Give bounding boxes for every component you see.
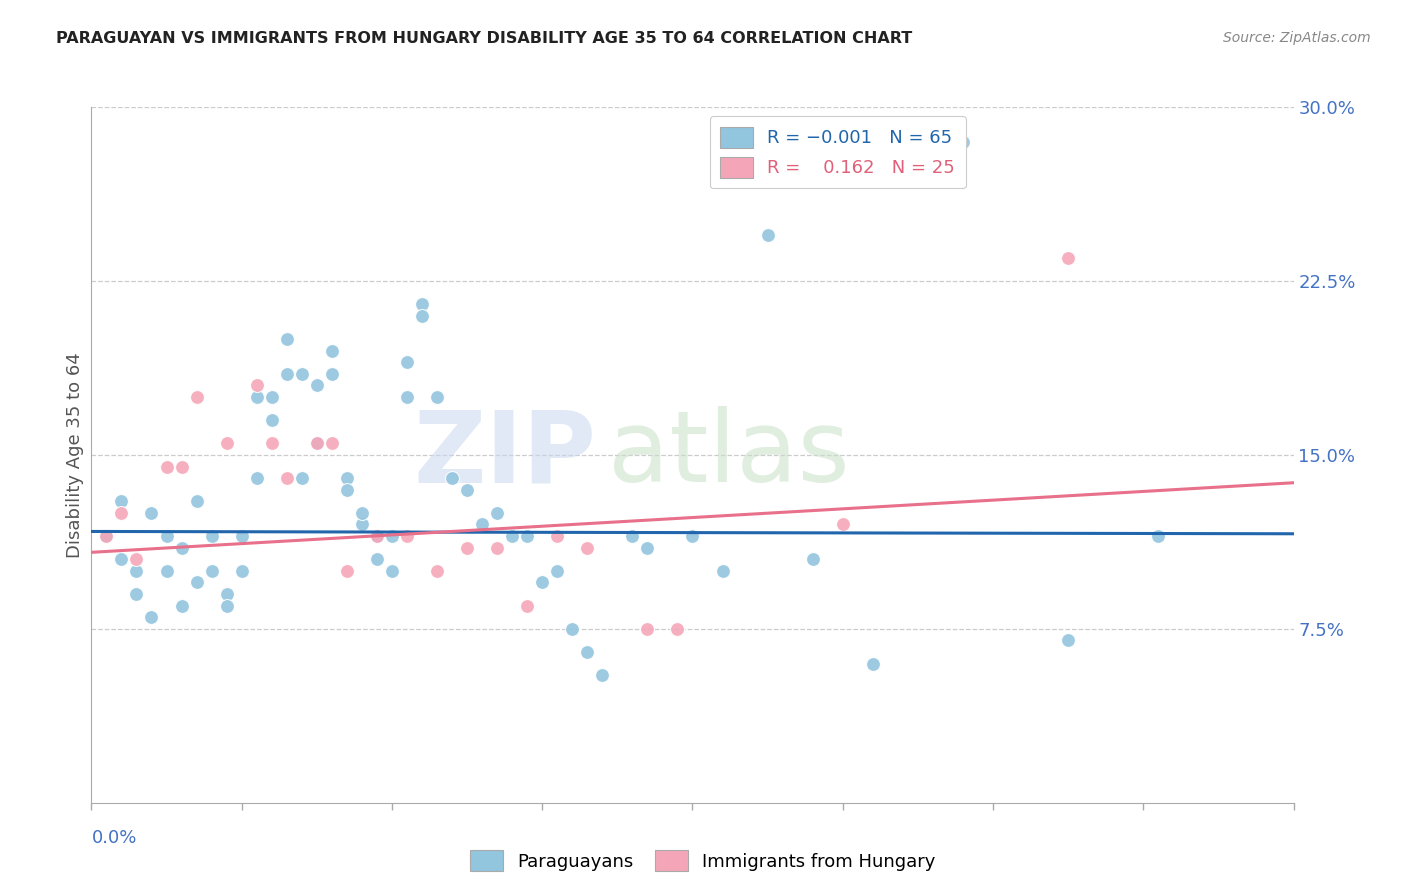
Point (516, 529, 538, 543)
Point (321, 436, 343, 450)
Point (395, 390, 418, 404)
Point (125, 552, 148, 566)
Point (531, 575, 554, 590)
Point (350, 506, 373, 520)
Point (201, 564, 224, 578)
Point (621, 529, 644, 543)
Point (321, 367, 343, 381)
Point (456, 483, 478, 497)
Point (711, 564, 734, 578)
Y-axis label: Disability Age 35 to 64: Disability Age 35 to 64 (66, 352, 84, 558)
Text: PARAGUAYAN VS IMMIGRANTS FROM HUNGARY DISABILITY AGE 35 TO 64 CORRELATION CHART: PARAGUAYAN VS IMMIGRANTS FROM HUNGARY DI… (56, 31, 912, 46)
Point (246, 390, 269, 404)
Point (155, 459, 177, 474)
Point (636, 622, 658, 636)
Text: atlas: atlas (609, 407, 851, 503)
Point (291, 471, 314, 485)
Point (756, 227, 779, 242)
Point (141, 506, 163, 520)
Point (471, 517, 494, 532)
Point (155, 529, 177, 543)
Point (440, 471, 463, 485)
Text: Source: ZipAtlas.com: Source: ZipAtlas.com (1223, 31, 1371, 45)
Text: ZIP: ZIP (413, 407, 596, 503)
Point (186, 494, 208, 508)
Point (350, 517, 373, 532)
Point (276, 471, 298, 485)
Point (426, 390, 449, 404)
Point (366, 529, 388, 543)
Point (260, 436, 283, 450)
Point (125, 587, 148, 601)
Point (215, 436, 238, 450)
Point (305, 436, 328, 450)
Legend: R = −0.001   N = 65, R =    0.162   N = 25: R = −0.001 N = 65, R = 0.162 N = 25 (710, 116, 966, 188)
Point (862, 657, 884, 671)
Point (215, 599, 238, 613)
Point (336, 564, 359, 578)
Point (1147, 529, 1170, 543)
Point (801, 552, 824, 566)
Point (576, 645, 599, 659)
Point (456, 541, 478, 555)
Point (110, 552, 132, 566)
Point (546, 529, 568, 543)
Point (110, 506, 132, 520)
Point (231, 529, 253, 543)
Point (96, 529, 118, 543)
Point (381, 564, 404, 578)
Point (321, 343, 343, 358)
Point (636, 541, 658, 555)
Point (831, 517, 853, 532)
Point (246, 378, 269, 392)
Point (1057, 633, 1080, 648)
Point (366, 529, 388, 543)
Point (215, 587, 238, 601)
Point (170, 599, 193, 613)
Point (381, 529, 404, 543)
Point (395, 355, 418, 369)
Point (1057, 251, 1080, 265)
Point (591, 668, 613, 682)
Point (561, 622, 583, 636)
Point (155, 564, 177, 578)
Point (125, 564, 148, 578)
Point (186, 575, 208, 590)
Text: 0.0%: 0.0% (91, 830, 136, 847)
Point (546, 564, 568, 578)
Point (501, 529, 523, 543)
Point (246, 471, 269, 485)
Point (411, 309, 433, 323)
Point (336, 483, 359, 497)
Point (276, 367, 298, 381)
Point (110, 494, 132, 508)
Point (276, 332, 298, 346)
Point (426, 564, 449, 578)
Point (260, 390, 283, 404)
Point (486, 506, 509, 520)
Point (952, 135, 974, 149)
Point (576, 541, 599, 555)
Point (96, 529, 118, 543)
Point (141, 610, 163, 624)
Point (186, 390, 208, 404)
Point (231, 564, 253, 578)
Point (170, 541, 193, 555)
Point (291, 367, 314, 381)
Point (516, 599, 538, 613)
Point (305, 436, 328, 450)
Point (681, 529, 703, 543)
Point (336, 471, 359, 485)
Point (170, 459, 193, 474)
Point (260, 413, 283, 427)
Point (395, 529, 418, 543)
Point (666, 622, 689, 636)
Point (486, 541, 509, 555)
Legend: Paraguayans, Immigrants from Hungary: Paraguayans, Immigrants from Hungary (463, 843, 943, 879)
Point (201, 529, 224, 543)
Point (366, 552, 388, 566)
Point (411, 297, 433, 311)
Point (305, 378, 328, 392)
